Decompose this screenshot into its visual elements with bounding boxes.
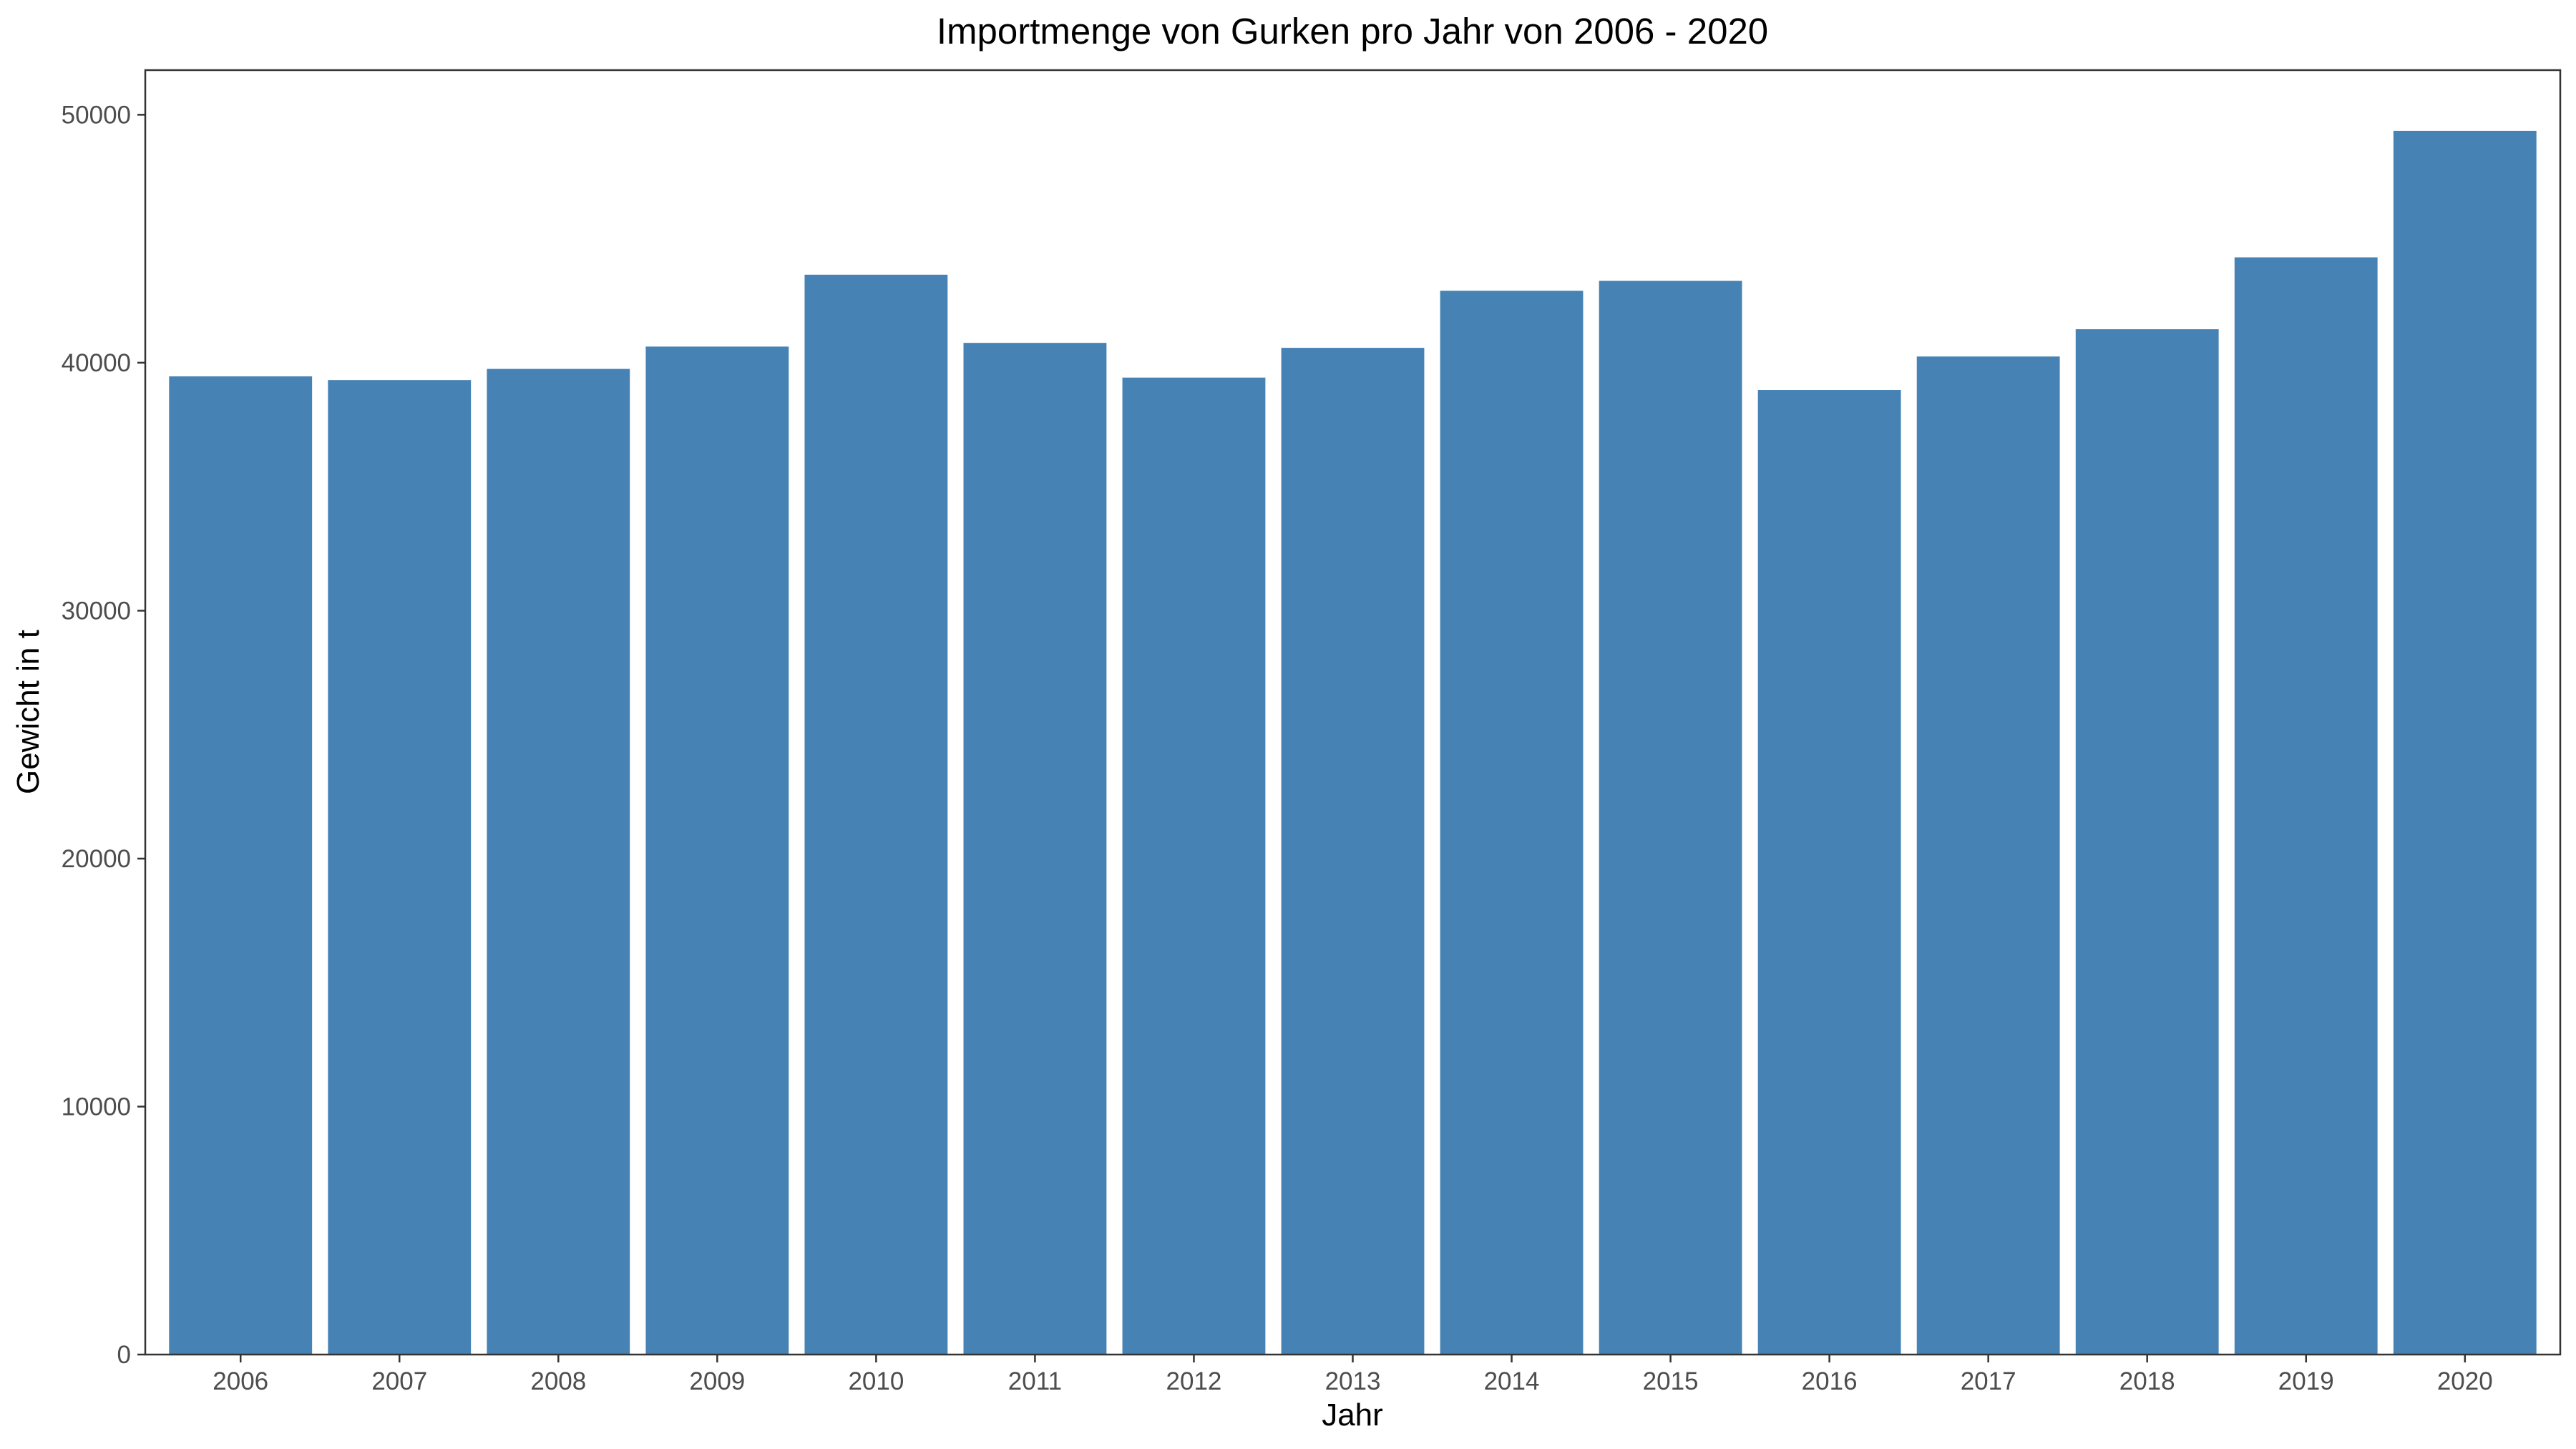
y-tick-label: 10000 — [62, 1093, 131, 1121]
bar-2013 — [1281, 348, 1425, 1355]
bar-2017 — [1916, 356, 2060, 1355]
x-tick-label: 2010 — [848, 1367, 904, 1395]
x-tick-label: 2013 — [1325, 1367, 1381, 1395]
x-tick-label: 2019 — [2278, 1367, 2334, 1395]
bar-2019 — [2234, 257, 2378, 1355]
y-axis-title: Gewicht in t — [11, 630, 46, 794]
bar-2007 — [328, 380, 472, 1355]
y-tick-label: 50000 — [62, 101, 131, 129]
bars-group — [169, 130, 2537, 1355]
x-tick-label: 2008 — [530, 1367, 586, 1395]
x-tick-label: 2020 — [2437, 1367, 2493, 1395]
bar-2020 — [2393, 130, 2537, 1355]
x-axis-title: Jahr — [1322, 1397, 1383, 1433]
x-tick-label: 2018 — [2119, 1367, 2175, 1395]
x-tick-label: 2006 — [213, 1367, 268, 1395]
x-tick-label: 2014 — [1484, 1367, 1540, 1395]
x-tick-label: 2012 — [1166, 1367, 1222, 1395]
y-tick-label: 20000 — [62, 845, 131, 873]
x-axis: 2006 2007 2008 2009 2010 2011 2012 2013 2014 2015… — [213, 1355, 2493, 1395]
bar-2008 — [487, 369, 630, 1355]
y-tick-label: 30000 — [62, 597, 131, 625]
bar-2009 — [645, 346, 789, 1355]
bar-2012 — [1122, 377, 1266, 1355]
bar-2006 — [169, 376, 313, 1355]
bar-2010 — [804, 274, 948, 1355]
y-tick-label: 0 — [117, 1341, 131, 1369]
x-tick-label: 2017 — [1961, 1367, 2016, 1395]
y-axis: 0 10000 20000 30000 40000 50000 — [62, 101, 145, 1369]
bar-2014 — [1440, 291, 1584, 1355]
x-tick-label: 2007 — [371, 1367, 427, 1395]
bar-2015 — [1599, 280, 1742, 1355]
bar-2018 — [2075, 329, 2219, 1355]
bar-2016 — [1757, 390, 1901, 1355]
x-tick-label: 2015 — [1643, 1367, 1699, 1395]
bar-2011 — [963, 343, 1107, 1355]
x-tick-label: 2011 — [1008, 1367, 1062, 1395]
x-tick-label: 2016 — [1802, 1367, 1858, 1395]
y-tick-label: 40000 — [62, 349, 131, 377]
x-tick-label: 2009 — [689, 1367, 745, 1395]
chart-title: Importmenge von Gurken pro Jahr von 2006… — [937, 11, 1768, 52]
